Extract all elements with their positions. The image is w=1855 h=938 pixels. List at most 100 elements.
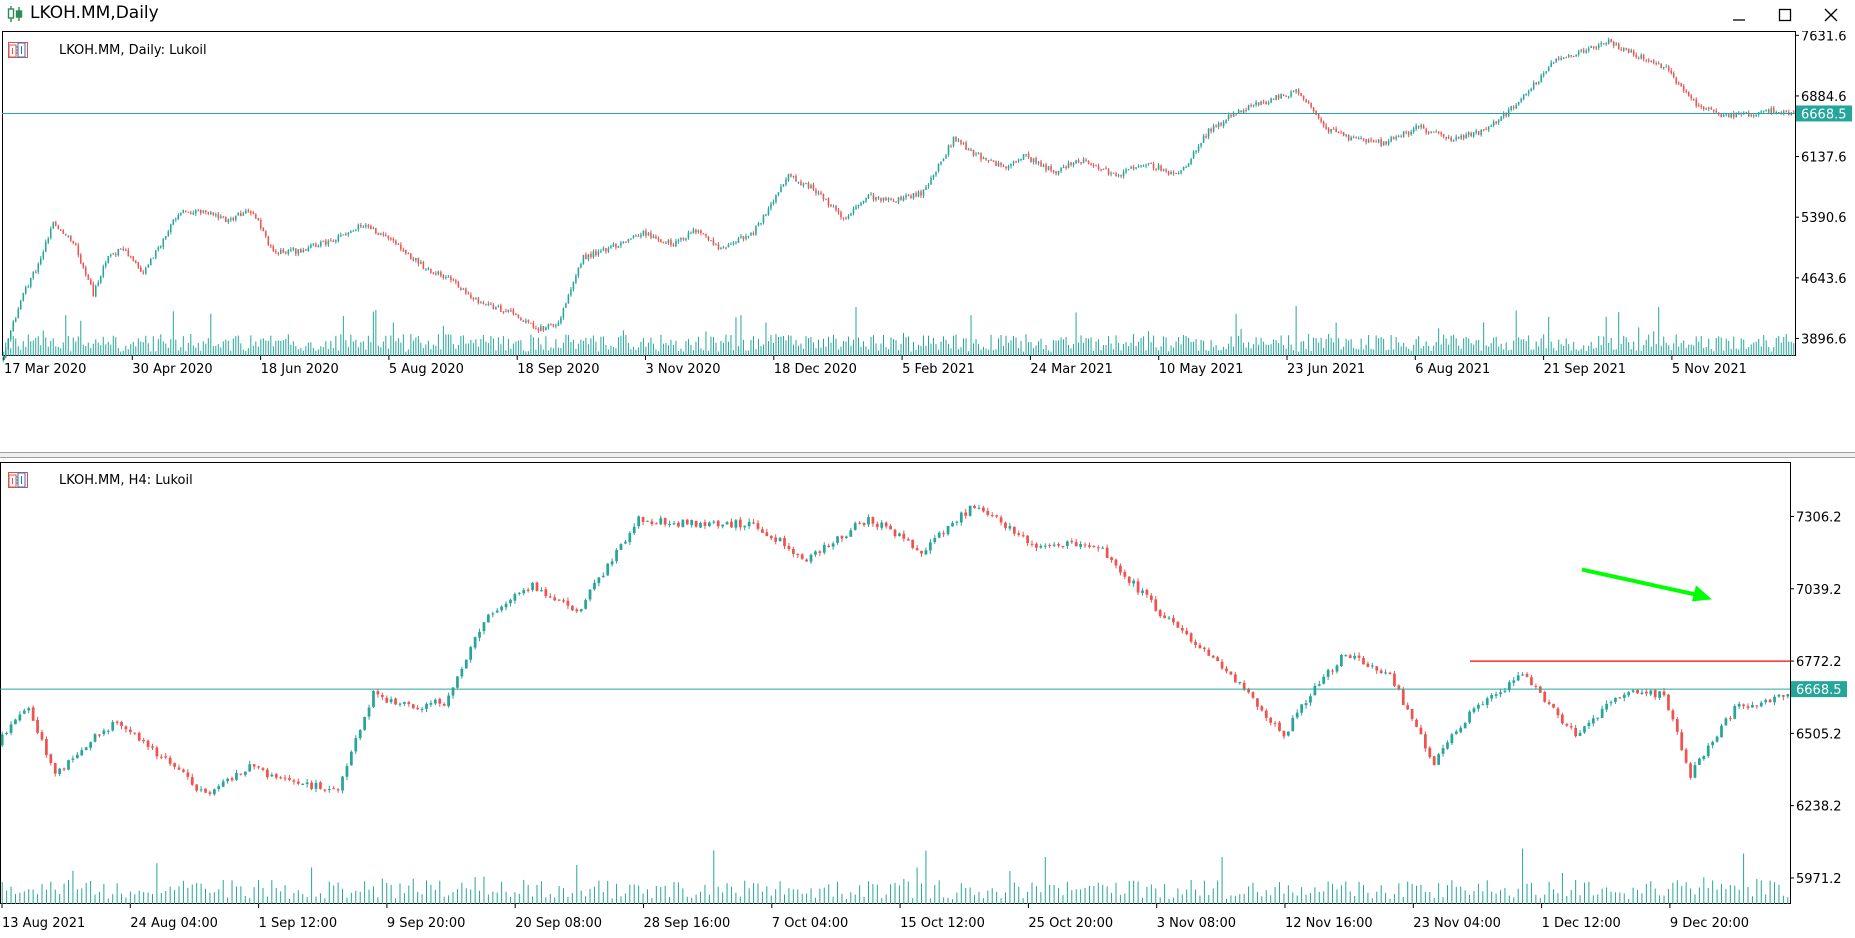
candle-body: [1035, 543, 1038, 548]
volume-bar: [1473, 891, 1475, 904]
volume-bar: [500, 344, 502, 356]
candle-body: [1332, 128, 1335, 130]
volume-bar: [1575, 879, 1577, 904]
candle-body: [1147, 163, 1150, 165]
volume-bar: [535, 349, 537, 356]
daily-chart[interactable]: 6668.57631.66884.66137.65390.64643.63896…: [0, 31, 1855, 449]
volume-bar: [1287, 885, 1289, 904]
candle-body: [882, 197, 885, 201]
x-tick-label: 24 Mar 2021: [1030, 362, 1112, 377]
candle-body: [49, 228, 52, 238]
volume-bar: [1468, 338, 1470, 356]
close-button[interactable]: [1808, 0, 1854, 30]
candle-body: [531, 582, 534, 591]
volume-bar: [240, 343, 242, 356]
candle-body: [1545, 71, 1547, 73]
volume-bar: [1053, 884, 1055, 904]
candle-body: [1273, 722, 1277, 724]
volume-bar: [426, 880, 428, 904]
volume-bar: [1685, 348, 1687, 356]
volume-bar: [1213, 347, 1215, 356]
candle-body: [1782, 695, 1785, 697]
candle-body: [1145, 164, 1147, 166]
maximize-button[interactable]: [1762, 0, 1808, 30]
candle-body: [1370, 665, 1374, 667]
volume-bar: [1031, 882, 1033, 904]
candle-body: [557, 599, 561, 601]
volume-bar: [518, 893, 520, 904]
volume-bar: [410, 334, 412, 356]
candle-body: [687, 232, 690, 239]
indicator-icon[interactable]: [8, 42, 28, 58]
volume-bar: [1774, 882, 1776, 904]
candle-body: [1569, 726, 1573, 728]
candle-body: [292, 780, 296, 782]
candle-body: [182, 769, 185, 772]
volume-bar: [742, 339, 744, 356]
volume-bar: [1310, 350, 1312, 356]
volume-bar: [1495, 336, 1497, 356]
candle-body: [607, 248, 610, 252]
x-tick-label: 23 Nov 04:00: [1413, 916, 1501, 931]
volume-bar: [707, 350, 709, 356]
panel-splitter[interactable]: [0, 452, 1855, 458]
volume-bar: [405, 351, 407, 356]
candle-body: [79, 254, 82, 264]
candle-body: [1122, 171, 1125, 177]
candle-body: [654, 523, 658, 525]
candle-body: [422, 261, 425, 270]
candle-body: [1282, 730, 1286, 737]
candle-body: [247, 210, 250, 212]
minimize-button[interactable]: [1716, 0, 1762, 30]
h4-chart-panel[interactable]: 6668.5 7306.2 7039.2 6772.2 6505.2 6238.2 5971…: [0, 462, 1855, 938]
candle-body: [1465, 134, 1467, 138]
volume-bar: [1553, 889, 1555, 904]
candle-body: [1077, 160, 1080, 162]
volume-bar: [1195, 889, 1197, 904]
candle-body: [1353, 655, 1357, 659]
candle-body: [182, 210, 185, 213]
volume-bar: [1491, 891, 1493, 904]
volume-bar: [182, 336, 184, 356]
volume-bar: [1333, 342, 1335, 356]
candle-body: [14, 719, 17, 725]
candle-body: [1384, 672, 1387, 674]
volume-bar: [930, 343, 932, 356]
candle-body: [885, 197, 887, 201]
h4-chart[interactable]: 6668.57306.27039.26772.26505.26238.25971…: [0, 462, 1855, 938]
volume-bar: [137, 338, 139, 356]
volume-bar: [978, 344, 980, 356]
volume-bar: [1583, 345, 1585, 356]
candle-body: [610, 246, 612, 248]
candle-body: [1742, 704, 1745, 707]
volume-bar: [231, 880, 233, 904]
candle-body: [872, 194, 875, 200]
x-tick-label: 24 Aug 04:00: [130, 916, 218, 931]
volume-bar: [617, 337, 619, 356]
x-tick-label: 1 Sep 12:00: [259, 916, 338, 931]
daily-chart-panel[interactable]: 6668.5 7631.6 6884.6 6137.6 5390.6 4643.6 3896…: [0, 31, 1855, 449]
indicator-icon[interactable]: [8, 472, 28, 488]
volume-bar: [37, 894, 39, 904]
volume-bar: [127, 349, 129, 356]
candle-body: [429, 703, 433, 705]
candle-body: [1220, 122, 1222, 126]
candle-body: [491, 613, 495, 615]
candle-body: [402, 249, 405, 251]
candle-body: [100, 276, 102, 283]
volume-bar: [730, 886, 732, 904]
volume-bar: [310, 342, 312, 356]
volume-bar: [692, 350, 694, 356]
volume-bar: [1336, 889, 1338, 904]
candle-body: [152, 257, 155, 259]
volume-bar: [810, 337, 812, 356]
volume-bar: [852, 339, 854, 356]
candle-body: [1600, 43, 1602, 45]
volume-bar: [1283, 893, 1285, 904]
volume-bar: [200, 883, 202, 904]
candle-body: [1515, 104, 1517, 108]
candle-body: [560, 317, 562, 323]
volume-bar: [1233, 346, 1235, 356]
volume-bar: [822, 338, 824, 356]
volume-bar: [47, 346, 49, 356]
